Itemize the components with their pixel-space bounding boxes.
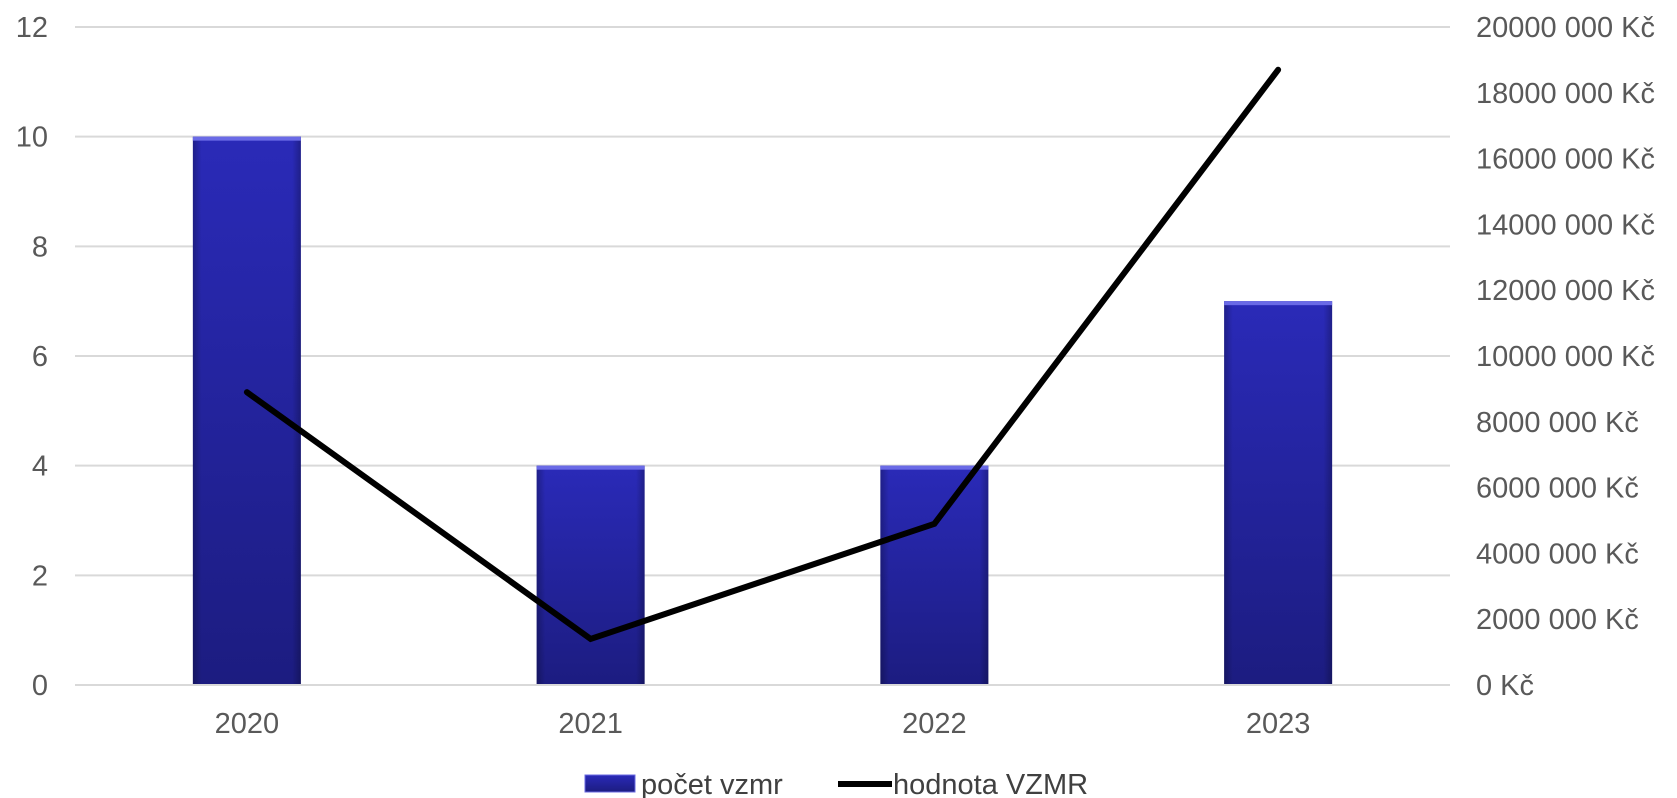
bar-top-highlight: [192, 136, 301, 141]
x-axis: 2020 2021 2022 2023: [75, 684, 1450, 740]
legend-line-label: hodnota VZMR: [893, 769, 1088, 798]
bar-shade: [880, 465, 989, 685]
bar: [1224, 301, 1333, 685]
bar-top-highlight: [880, 465, 989, 470]
line-series-path: [243, 66, 1282, 643]
right-axis-tick-label: 16000 000 Kč: [1476, 144, 1655, 176]
left-axis: 0 2 4 6 8 10 12: [16, 12, 48, 702]
x-axis-tick-label: 2022: [902, 708, 967, 740]
right-axis-tick-label: 14000 000 Kč: [1476, 209, 1655, 241]
right-axis-tick-label: 18000 000 Kč: [1476, 78, 1655, 110]
right-axis-tick-label: 2000 000 Kč: [1476, 604, 1639, 636]
right-axis-tick-label: 10000 000 Kč: [1476, 341, 1655, 373]
bar-shade: [1224, 301, 1333, 685]
left-axis-tick-label: 4: [32, 451, 48, 483]
left-axis-tick-label: 6: [32, 341, 48, 373]
x-axis-tick-label: 2023: [1246, 708, 1311, 740]
left-axis-tick-label: 12: [16, 12, 48, 44]
right-axis-tick-label: 6000 000 Kč: [1476, 473, 1639, 505]
right-axis: 0 Kč 2000 000 Kč 4000 000 Kč 6000 000 Kč 800…: [1476, 12, 1655, 702]
legend: počet vzmr hodnota VZMR: [584, 769, 1088, 798]
left-axis-tick-label: 8: [32, 231, 48, 263]
bar: [536, 465, 645, 685]
bar-shade: [536, 465, 645, 685]
bar-top-highlight: [536, 465, 645, 470]
left-axis-tick-label: 2: [32, 560, 48, 592]
gridlines: [75, 26, 1450, 686]
right-axis-tick-label: 12000 000 Kč: [1476, 275, 1655, 307]
legend-bar-label: počet vzmr: [641, 769, 783, 798]
bar-top-highlight: [1224, 301, 1333, 306]
legend-item-bars[interactable]: počet vzmr: [584, 769, 783, 798]
legend-bar-swatch: [584, 774, 636, 793]
left-axis-tick-label: 10: [16, 122, 48, 154]
right-axis-tick-label: 20000 000 Kč: [1476, 12, 1655, 44]
line-series: [243, 66, 1282, 643]
x-axis-tick-label: 2020: [215, 708, 280, 740]
right-axis-tick-label: 8000 000 Kč: [1476, 407, 1639, 439]
right-axis-tick-label: 4000 000 Kč: [1476, 538, 1639, 570]
bar-shade: [192, 136, 301, 685]
x-axis-tick-label: 2021: [558, 708, 623, 740]
right-axis-tick-label: 0 Kč: [1476, 670, 1534, 702]
left-axis-tick-label: 0: [32, 670, 48, 702]
bar-series: [192, 136, 1333, 685]
bar: [192, 136, 301, 685]
legend-item-line[interactable]: hodnota VZMR: [838, 769, 1088, 798]
bar: [880, 465, 989, 685]
